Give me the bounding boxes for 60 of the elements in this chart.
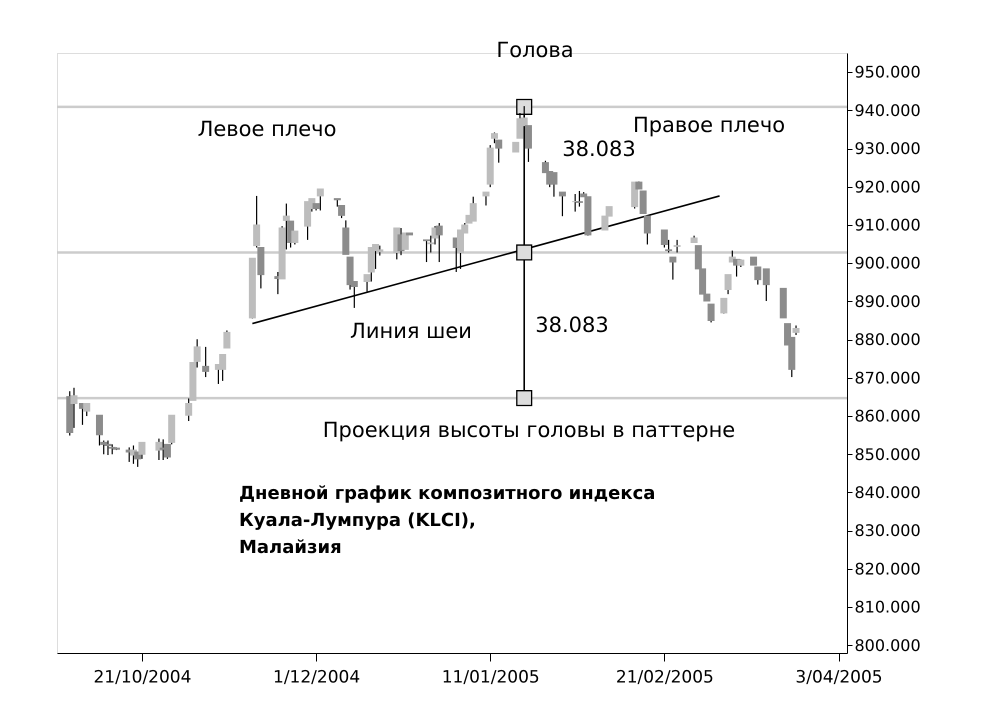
- x-tick-label: 21/02/2005: [616, 668, 714, 688]
- y-tick-label: 820.000: [854, 559, 921, 578]
- y-tick-label: 900.000: [854, 254, 921, 273]
- candlestick: [674, 239, 681, 254]
- candlestick: [423, 239, 430, 263]
- candlestick: [720, 298, 728, 314]
- x-tick-label: 21/10/2004: [93, 668, 192, 688]
- annotation: Левое плечо: [198, 117, 336, 141]
- candlestick: [104, 440, 112, 456]
- point: [516, 98, 532, 115]
- y-tick-label: 800.000: [854, 636, 921, 655]
- y-tick-label: 810.000: [854, 598, 921, 617]
- candlestick: [436, 222, 443, 263]
- candlestick: [338, 204, 346, 219]
- candlestick: [490, 132, 498, 144]
- candlestick: [708, 303, 715, 324]
- candlestick: [470, 196, 477, 222]
- point: [516, 244, 532, 261]
- candlestick: [202, 346, 210, 378]
- candlestick: [550, 172, 558, 198]
- point: [516, 390, 532, 406]
- candlestick: [482, 192, 490, 206]
- y-tick-label: 950.000: [854, 62, 921, 82]
- y-tick-label: 940.000: [854, 100, 921, 120]
- annotation: Проекция высоты головы в паттерне: [322, 418, 736, 442]
- annotation: Голова: [496, 38, 574, 62]
- candlestick: [572, 193, 579, 212]
- y-tick-label: 930.000: [854, 139, 921, 158]
- y-tick-label: 890.000: [854, 292, 921, 311]
- candlestick: [558, 192, 566, 217]
- candlestick: [253, 195, 260, 248]
- candlestick: [100, 440, 108, 455]
- x-tick-label: 1/12/2004: [273, 668, 360, 688]
- candlestick: [372, 244, 380, 270]
- candlestick: [660, 229, 668, 248]
- candlestick: [316, 188, 324, 212]
- x-tick-label: 11/01/2005: [442, 668, 540, 688]
- y-tick-label: 920.000: [854, 177, 921, 196]
- y-tick-label: 860.000: [854, 406, 921, 426]
- candlestick: [223, 330, 230, 349]
- candlestick: [291, 230, 298, 246]
- y-tick-label: 910.000: [854, 215, 921, 234]
- y-tick-label: 840.000: [854, 482, 921, 502]
- candlestick: [512, 142, 520, 152]
- annotation: Дневной график композитного индекса Куала-Лумпура (KLCI), Малайзия: [239, 483, 656, 558]
- y-tick-label: 830.000: [854, 521, 921, 540]
- candlestick: [669, 256, 676, 280]
- candlestick: [164, 444, 171, 460]
- y-tick-label: 880.000: [854, 330, 921, 350]
- annotation: Линия шеи: [350, 319, 472, 343]
- candlestick: [96, 414, 103, 446]
- annotation: 38.083: [535, 313, 609, 337]
- annotation: 38.083: [562, 137, 636, 161]
- candlestick: [792, 324, 800, 336]
- candlestick: [724, 274, 732, 295]
- y-tick-label: 850.000: [854, 444, 921, 464]
- x-tick-label: 3/04/2005: [795, 668, 883, 688]
- annotation: Правое плечо: [632, 113, 786, 137]
- y-tick-label: 870.000: [854, 368, 921, 388]
- candlestick: [219, 354, 226, 382]
